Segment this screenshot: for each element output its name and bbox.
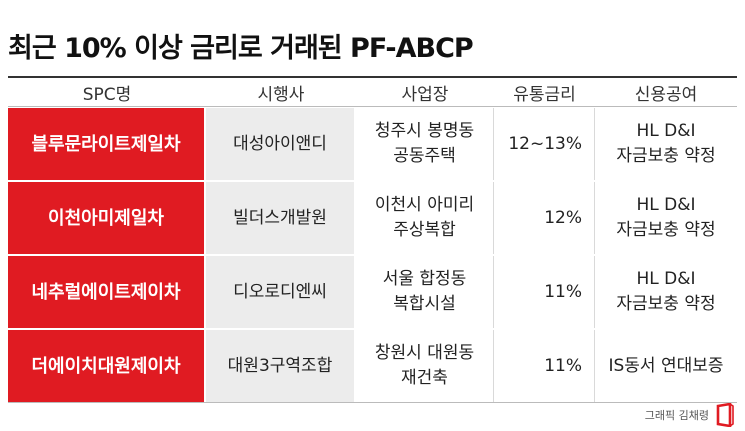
credit: HL D&I 자금보충 약정 (595, 182, 737, 254)
table-row: 이천아미제일차 빌더스개발원 이천시 아미리 주상복합 12% HL D&I 자… (8, 182, 737, 254)
header-rule (8, 106, 737, 107)
executor: 대원3구역조합 (206, 330, 356, 402)
header-project: 사업장 (401, 84, 449, 105)
graphic-credit: 그래픽 김채령 (644, 409, 709, 422)
spc-name: 더에이치대원제이차 (8, 330, 206, 402)
credit-line: HL D&I (636, 269, 696, 289)
rate: 12% (494, 182, 595, 254)
rate: 11% (494, 330, 595, 402)
spc-name: 블루문라이트제일차 (8, 108, 206, 180)
project-line: 이천시 아미리 (374, 195, 475, 215)
project-line: 창원시 대원동 (374, 343, 475, 363)
executor: 빌더스개발원 (206, 182, 356, 254)
credit-line: IS동서 연대보증 (608, 355, 724, 376)
table-row: 네추럴에이트제이차 디오로디엔씨 서울 합정동 복합시설 11% HL D&I … (8, 256, 737, 328)
header-rate: 유통금리 (513, 84, 576, 105)
credit-line: HL D&I (636, 195, 696, 215)
table-header: SPC명 시행사 사업장 유통금리 신용공여 (8, 78, 737, 106)
rate: 11% (494, 256, 595, 328)
table-row: 더에이치대원제이차 대원3구역조합 창원시 대원동 재건축 11% IS동서 연… (8, 330, 737, 402)
project: 창원시 대원동 재건축 (356, 330, 494, 402)
table-title: 최근 10% 이상 금리로 거래된 PF-ABCP (8, 33, 474, 64)
table-body: 블루문라이트제일차 대성아이앤디 청주시 봉명동 공동주택 12~13% HL … (8, 108, 737, 404)
header-executor: 시행사 (257, 84, 305, 105)
header-credit: 신용공여 (634, 84, 698, 105)
executor: 디오로디엔씨 (206, 256, 356, 328)
bottom-rule (8, 402, 737, 403)
project-line: 주상복합 (393, 220, 456, 240)
project: 청주시 봉명동 공동주택 (356, 108, 494, 180)
project: 이천시 아미리 주상복합 (356, 182, 494, 254)
project-line: 공동주택 (393, 146, 456, 166)
credit: HL D&I 자금보충 약정 (595, 256, 737, 328)
credit-line: HL D&I (636, 121, 696, 141)
top-rule (8, 76, 737, 78)
project-line: 청주시 봉명동 (374, 121, 475, 141)
rate: 12~13% (494, 108, 595, 180)
project-line: 재건축 (401, 368, 448, 388)
table-row: 블루문라이트제일차 대성아이앤디 청주시 봉명동 공동주택 12~13% HL … (8, 108, 737, 180)
executor: 대성아이앤디 (206, 108, 356, 180)
credit-line: 자금보충 약정 (616, 220, 716, 240)
project-line: 서울 합정동 (382, 269, 467, 289)
credit: HL D&I 자금보충 약정 (595, 108, 737, 180)
spc-name: 네추럴에이트제이차 (8, 256, 206, 328)
spc-name: 이천아미제일차 (8, 182, 206, 254)
credit-line: 자금보충 약정 (616, 294, 716, 314)
project-line: 복합시설 (393, 294, 456, 314)
credit-line: 자금보충 약정 (616, 146, 716, 166)
project: 서울 합정동 복합시설 (356, 256, 494, 328)
credit: IS동서 연대보증 (595, 330, 737, 402)
header-spc: SPC명 (82, 84, 132, 105)
red-bracket-logo-icon (716, 403, 734, 427)
